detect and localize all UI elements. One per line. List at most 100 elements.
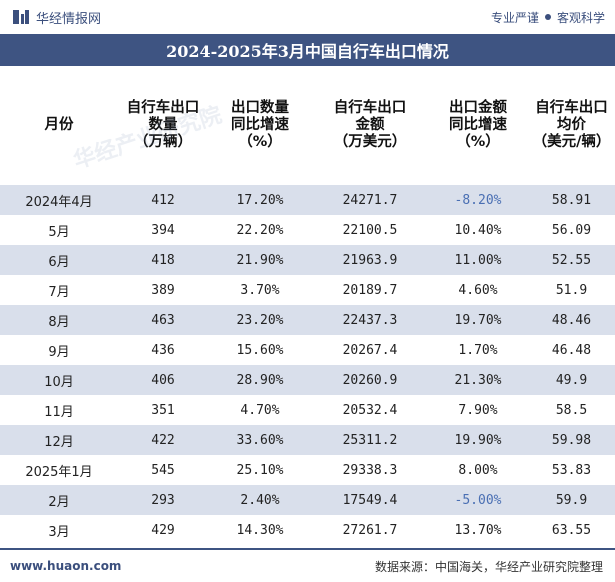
- cell-amount: 22100.5: [342, 222, 398, 238]
- cell-month: 12月: [44, 434, 74, 450]
- cell-qty-yoy: 33.60%: [236, 432, 284, 448]
- cell-month: 5月: [48, 224, 70, 240]
- table-row: 5月 394 22.20% 22100.5 10.40% 56.09: [0, 215, 615, 245]
- cell-month: 2024年4月: [25, 194, 93, 210]
- cell-amount: 25311.2: [342, 432, 398, 448]
- cell-amount: 24271.7: [342, 192, 398, 208]
- cell-qty: 293: [151, 492, 175, 508]
- cell-price: 49.9: [555, 372, 588, 388]
- table-row: 9月 436 15.60% 20267.4 1.70% 46.48: [0, 335, 615, 365]
- cell-qty: 422: [151, 432, 175, 448]
- cell-qty-yoy: 23.20%: [236, 312, 284, 328]
- cell-qty-yoy: 3.70%: [240, 282, 280, 298]
- cell-price: 59.98: [551, 432, 592, 448]
- cell-price: 58.91: [551, 192, 592, 208]
- cell-qty-yoy: 25.10%: [236, 462, 284, 478]
- bullet-dot-icon: [544, 14, 551, 20]
- cell-qty: 351: [151, 402, 175, 418]
- cell-qty-yoy: 21.90%: [236, 252, 284, 268]
- cell-month: 9月: [48, 344, 70, 360]
- brand-name: 华经情报网: [36, 11, 102, 27]
- cell-qty-yoy: 14.30%: [236, 522, 284, 538]
- tagline: 专业严谨 客观科学: [491, 9, 605, 26]
- data-source: 数据来源：中国海关，华经产业研究院整理: [374, 559, 603, 574]
- cell-amount-yoy: 13.70%: [454, 522, 502, 538]
- tagline-left: 专业严谨: [490, 10, 539, 25]
- cell-month: 10月: [44, 374, 74, 390]
- cell-amount-yoy: 19.70%: [454, 312, 502, 328]
- cell-qty: 389: [151, 282, 175, 298]
- cell-amount-yoy: 8.00%: [458, 462, 498, 478]
- cell-qty: 406: [151, 372, 175, 388]
- cell-amount: 20532.4: [342, 402, 398, 418]
- cell-amount-yoy: 19.90%: [454, 432, 502, 448]
- footer: www.huaon.com 数据来源：中国海关，华经产业研究院整理: [0, 548, 615, 582]
- table-row: 2024年4月 412 17.20% 24271.7 -8.20% 58.91: [0, 185, 615, 215]
- cell-amount-yoy: 4.60%: [458, 282, 498, 298]
- cell-qty-yoy: 28.90%: [236, 372, 284, 388]
- table-row: 10月 406 28.90% 20260.9 21.30% 49.9: [0, 365, 615, 395]
- cell-amount: 22437.3: [342, 312, 398, 328]
- table-body: 2024年4月 412 17.20% 24271.7 -8.20% 58.91 5月 394…: [0, 185, 615, 545]
- column-header-amount-yoy: 出口金额 同比增速 （%）: [449, 99, 507, 150]
- column-header-qty: 自行车出口 数量 （万辆）: [126, 99, 200, 150]
- cell-amount: 17549.4: [342, 492, 398, 508]
- cell-month: 2025年1月: [25, 464, 93, 480]
- cell-qty: 545: [151, 462, 175, 478]
- cell-qty-yoy: 4.70%: [240, 402, 280, 418]
- brand-logo-icon: [13, 10, 29, 24]
- table-row: 7月 389 3.70% 20189.7 4.60% 51.9: [0, 275, 615, 305]
- table-title-bar: 2024-2025年3月中国自行车出口情况: [0, 34, 615, 66]
- table-row: 2025年1月 545 25.10% 29338.3 8.00% 53.83: [0, 455, 615, 485]
- cell-qty-yoy: 17.20%: [236, 192, 284, 208]
- cell-month: 11月: [44, 404, 74, 420]
- cell-month: 3月: [48, 524, 70, 540]
- cell-month: 7月: [48, 284, 70, 300]
- cell-amount-yoy: 10.40%: [454, 222, 502, 238]
- cell-amount-yoy: 7.90%: [458, 402, 498, 418]
- cell-qty: 418: [151, 252, 175, 268]
- cell-amount: 21963.9: [342, 252, 398, 268]
- cell-month: 6月: [48, 254, 70, 270]
- brand[interactable]: 华经情报网: [12, 8, 101, 27]
- table-row: 3月 429 14.30% 27261.7 13.70% 63.55: [0, 515, 615, 545]
- cell-price: 48.46: [551, 312, 592, 328]
- cell-price: 51.9: [555, 282, 588, 298]
- cell-price: 59.9: [555, 492, 588, 508]
- cell-qty: 394: [151, 222, 175, 238]
- cell-amount: 20260.9: [342, 372, 398, 388]
- cell-price: 58.5: [555, 402, 588, 418]
- cell-qty: 412: [151, 192, 175, 208]
- table-row: 11月 351 4.70% 20532.4 7.90% 58.5: [0, 395, 615, 425]
- website-link[interactable]: www.huaon.com: [10, 559, 122, 573]
- table-row: 12月 422 33.60% 25311.2 19.90% 59.98: [0, 425, 615, 455]
- cell-amount-yoy: 11.00%: [454, 252, 502, 268]
- cell-amount: 27261.7: [342, 522, 398, 538]
- table-title: 2024-2025年3月中国自行车出口情况: [166, 42, 449, 61]
- cell-price: 46.48: [551, 342, 592, 358]
- cell-price: 56.09: [551, 222, 592, 238]
- cell-qty-yoy: 2.40%: [240, 492, 280, 508]
- cell-amount-yoy: 21.30%: [454, 372, 502, 388]
- column-header-qty-yoy: 出口数量 同比增速 （%）: [231, 99, 289, 150]
- cell-price: 53.83: [551, 462, 592, 478]
- column-header-amount: 自行车出口 金额 （万美元）: [333, 99, 407, 150]
- column-header-price: 自行车出口 均价 （美元/辆）: [532, 99, 611, 150]
- cell-amount-yoy: -5.00%: [454, 492, 502, 508]
- cell-qty: 463: [151, 312, 175, 328]
- cell-amount-yoy: -8.20%: [454, 192, 502, 208]
- cell-qty-yoy: 15.60%: [236, 342, 284, 358]
- cell-qty: 429: [151, 522, 175, 538]
- cell-month: 2月: [48, 494, 70, 510]
- table-header: 月份 自行车出口 数量 （万辆） 出口数量 同比增速 （%） 自行车出口 金额 …: [0, 66, 615, 184]
- table-row: 6月 418 21.90% 21963.9 11.00% 52.55: [0, 245, 615, 275]
- top-bar: 华经情报网 专业严谨 客观科学: [0, 0, 615, 34]
- cell-qty-yoy: 22.20%: [236, 222, 284, 238]
- cell-month: 8月: [48, 314, 70, 330]
- tagline-right: 客观科学: [556, 10, 605, 25]
- table-row: 2月 293 2.40% 17549.4 -5.00% 59.9: [0, 485, 615, 515]
- cell-amount: 20267.4: [342, 342, 398, 358]
- cell-qty: 436: [151, 342, 175, 358]
- table-row: 8月 463 23.20% 22437.3 19.70% 48.46: [0, 305, 615, 335]
- cell-price: 52.55: [551, 252, 592, 268]
